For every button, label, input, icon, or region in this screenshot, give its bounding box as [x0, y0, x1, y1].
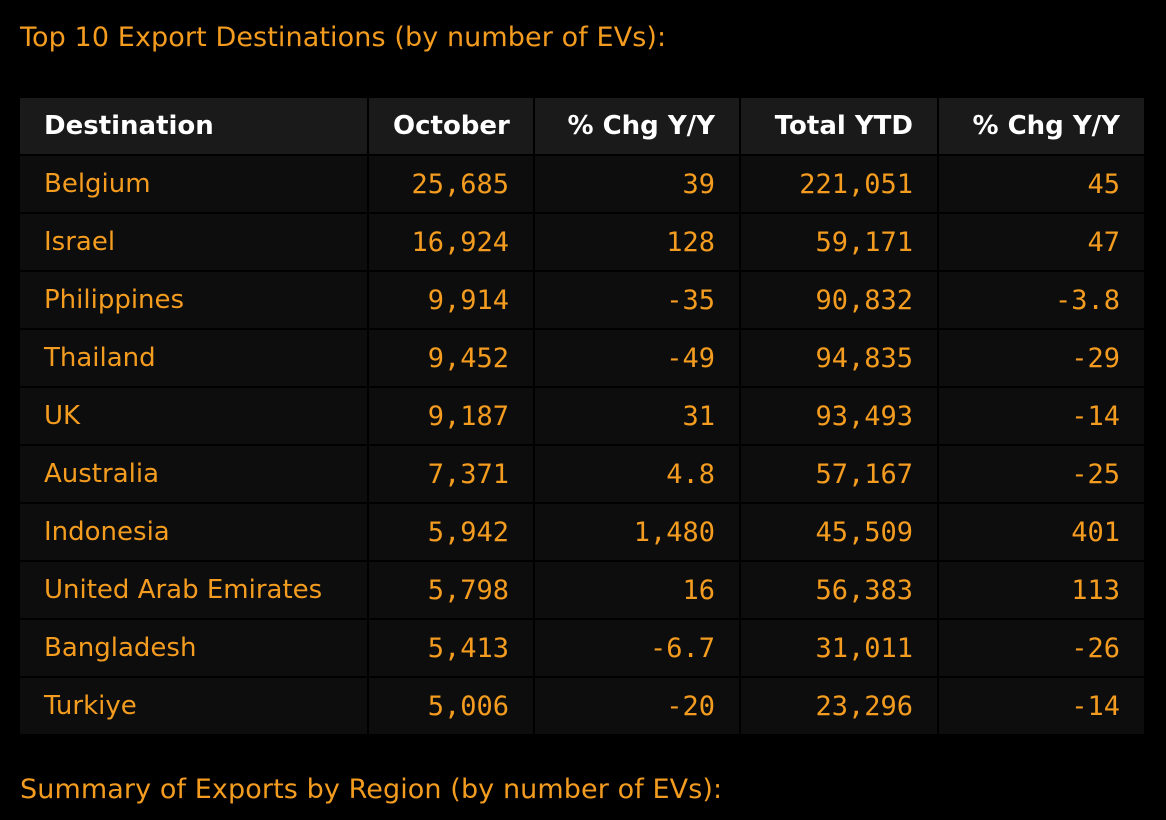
october-cell: 16,924 [369, 214, 535, 272]
ytd-chg-cell: -26 [939, 620, 1144, 678]
column-header-october: October [369, 98, 535, 156]
table-row: Philippines 9,914 -35 90,832 -3.8 [20, 272, 1144, 330]
october-cell: 25,685 [369, 156, 535, 214]
export-destinations-table: Destination October % Chg Y/Y Total YTD … [20, 98, 1144, 736]
october-chg-cell: -35 [535, 272, 741, 330]
october-chg-cell: 4.8 [535, 446, 741, 504]
table-row: United Arab Emirates 5,798 16 56,383 113 [20, 562, 1144, 620]
column-header-total-ytd: Total YTD [741, 98, 939, 156]
october-chg-cell: 128 [535, 214, 741, 272]
destination-cell: Australia [20, 446, 369, 504]
table-row: Bangladesh 5,413 -6.7 31,011 -26 [20, 620, 1144, 678]
total-ytd-cell: 45,509 [741, 504, 939, 562]
ytd-chg-cell: 47 [939, 214, 1144, 272]
table-row: Belgium 25,685 39 221,051 45 [20, 156, 1144, 214]
destination-cell: UK [20, 388, 369, 446]
table-row: Turkiye 5,006 -20 23,296 -14 [20, 678, 1144, 736]
total-ytd-cell: 90,832 [741, 272, 939, 330]
ytd-chg-cell: 401 [939, 504, 1144, 562]
table-row: Thailand 9,452 -49 94,835 -29 [20, 330, 1144, 388]
table-row: UK 9,187 31 93,493 -14 [20, 388, 1144, 446]
october-chg-cell: 1,480 [535, 504, 741, 562]
total-ytd-cell: 57,167 [741, 446, 939, 504]
october-chg-cell: -6.7 [535, 620, 741, 678]
october-cell: 7,371 [369, 446, 535, 504]
october-cell: 5,942 [369, 504, 535, 562]
october-chg-cell: 31 [535, 388, 741, 446]
destination-cell: Philippines [20, 272, 369, 330]
ytd-chg-cell: -3.8 [939, 272, 1144, 330]
ytd-chg-cell: 45 [939, 156, 1144, 214]
table-header-row: Destination October % Chg Y/Y Total YTD … [20, 98, 1144, 156]
total-ytd-cell: 23,296 [741, 678, 939, 736]
ytd-chg-cell: -14 [939, 388, 1144, 446]
october-cell: 5,006 [369, 678, 535, 736]
october-cell: 9,187 [369, 388, 535, 446]
column-header-destination: Destination [20, 98, 369, 156]
ytd-chg-cell: 113 [939, 562, 1144, 620]
ytd-chg-cell: -25 [939, 446, 1144, 504]
destination-cell: Turkiye [20, 678, 369, 736]
total-ytd-cell: 94,835 [741, 330, 939, 388]
october-cell: 5,798 [369, 562, 535, 620]
october-cell: 5,413 [369, 620, 535, 678]
destination-cell: Bangladesh [20, 620, 369, 678]
ytd-chg-cell: -29 [939, 330, 1144, 388]
total-ytd-cell: 93,493 [741, 388, 939, 446]
destination-cell: Indonesia [20, 504, 369, 562]
october-chg-cell: 39 [535, 156, 741, 214]
table-row: Australia 7,371 4.8 57,167 -25 [20, 446, 1144, 504]
october-cell: 9,452 [369, 330, 535, 388]
total-ytd-cell: 221,051 [741, 156, 939, 214]
destination-cell: United Arab Emirates [20, 562, 369, 620]
destination-cell: Belgium [20, 156, 369, 214]
column-header-october-chg: % Chg Y/Y [535, 98, 741, 156]
october-cell: 9,914 [369, 272, 535, 330]
destination-cell: Thailand [20, 330, 369, 388]
october-chg-cell: -20 [535, 678, 741, 736]
table-row: Indonesia 5,942 1,480 45,509 401 [20, 504, 1144, 562]
total-ytd-cell: 56,383 [741, 562, 939, 620]
table-title: Top 10 Export Destinations (by number of… [20, 22, 667, 53]
column-header-ytd-chg: % Chg Y/Y [939, 98, 1144, 156]
section-title: Summary of Exports by Region (by number … [20, 774, 723, 805]
october-chg-cell: 16 [535, 562, 741, 620]
ytd-chg-cell: -14 [939, 678, 1144, 736]
total-ytd-cell: 59,171 [741, 214, 939, 272]
table-row: Israel 16,924 128 59,171 47 [20, 214, 1144, 272]
october-chg-cell: -49 [535, 330, 741, 388]
total-ytd-cell: 31,011 [741, 620, 939, 678]
destination-cell: Israel [20, 214, 369, 272]
